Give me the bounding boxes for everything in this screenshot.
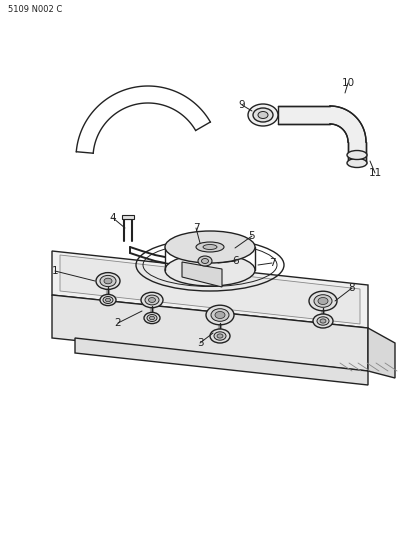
Ellipse shape (247, 104, 277, 126)
Text: 7: 7 (192, 223, 199, 233)
Text: 7: 7 (268, 258, 274, 268)
Text: 4: 4 (110, 213, 116, 223)
Text: 9: 9 (238, 100, 245, 110)
Ellipse shape (216, 334, 222, 338)
Text: 10: 10 (341, 78, 354, 88)
Ellipse shape (104, 278, 112, 284)
Ellipse shape (346, 150, 366, 159)
Ellipse shape (317, 297, 327, 304)
Ellipse shape (100, 294, 116, 305)
Polygon shape (182, 262, 221, 287)
Ellipse shape (145, 295, 159, 305)
Ellipse shape (312, 314, 332, 328)
Ellipse shape (209, 329, 229, 343)
Ellipse shape (96, 272, 120, 289)
Ellipse shape (164, 231, 254, 263)
Ellipse shape (105, 298, 110, 302)
Ellipse shape (252, 108, 272, 122)
Text: 6: 6 (232, 256, 239, 266)
Ellipse shape (257, 111, 267, 118)
Text: 1: 1 (52, 266, 58, 276)
Ellipse shape (201, 259, 208, 263)
Polygon shape (367, 328, 394, 378)
Polygon shape (75, 338, 367, 385)
Ellipse shape (144, 312, 160, 324)
Text: 5: 5 (248, 231, 255, 241)
Polygon shape (122, 215, 134, 219)
Ellipse shape (100, 276, 116, 287)
Ellipse shape (148, 297, 155, 302)
Ellipse shape (196, 242, 223, 252)
Ellipse shape (141, 292, 163, 308)
Ellipse shape (164, 254, 254, 286)
Ellipse shape (213, 332, 225, 340)
Ellipse shape (319, 319, 325, 323)
Text: 5109 N002 C: 5109 N002 C (8, 5, 62, 14)
Ellipse shape (103, 296, 113, 303)
Polygon shape (60, 255, 359, 324)
Ellipse shape (149, 316, 154, 320)
Text: 11: 11 (367, 168, 381, 178)
Ellipse shape (313, 295, 331, 308)
Ellipse shape (214, 311, 225, 319)
Polygon shape (52, 295, 367, 371)
Text: 2: 2 (115, 318, 121, 328)
Ellipse shape (147, 314, 157, 321)
Polygon shape (52, 251, 367, 328)
Ellipse shape (211, 309, 229, 321)
Ellipse shape (316, 317, 328, 325)
Ellipse shape (346, 158, 366, 167)
Ellipse shape (308, 291, 336, 311)
Polygon shape (277, 106, 365, 163)
Ellipse shape (205, 305, 234, 325)
Ellipse shape (198, 256, 211, 266)
Text: 8: 8 (348, 283, 355, 293)
Ellipse shape (202, 245, 216, 249)
Text: 3: 3 (196, 338, 203, 348)
